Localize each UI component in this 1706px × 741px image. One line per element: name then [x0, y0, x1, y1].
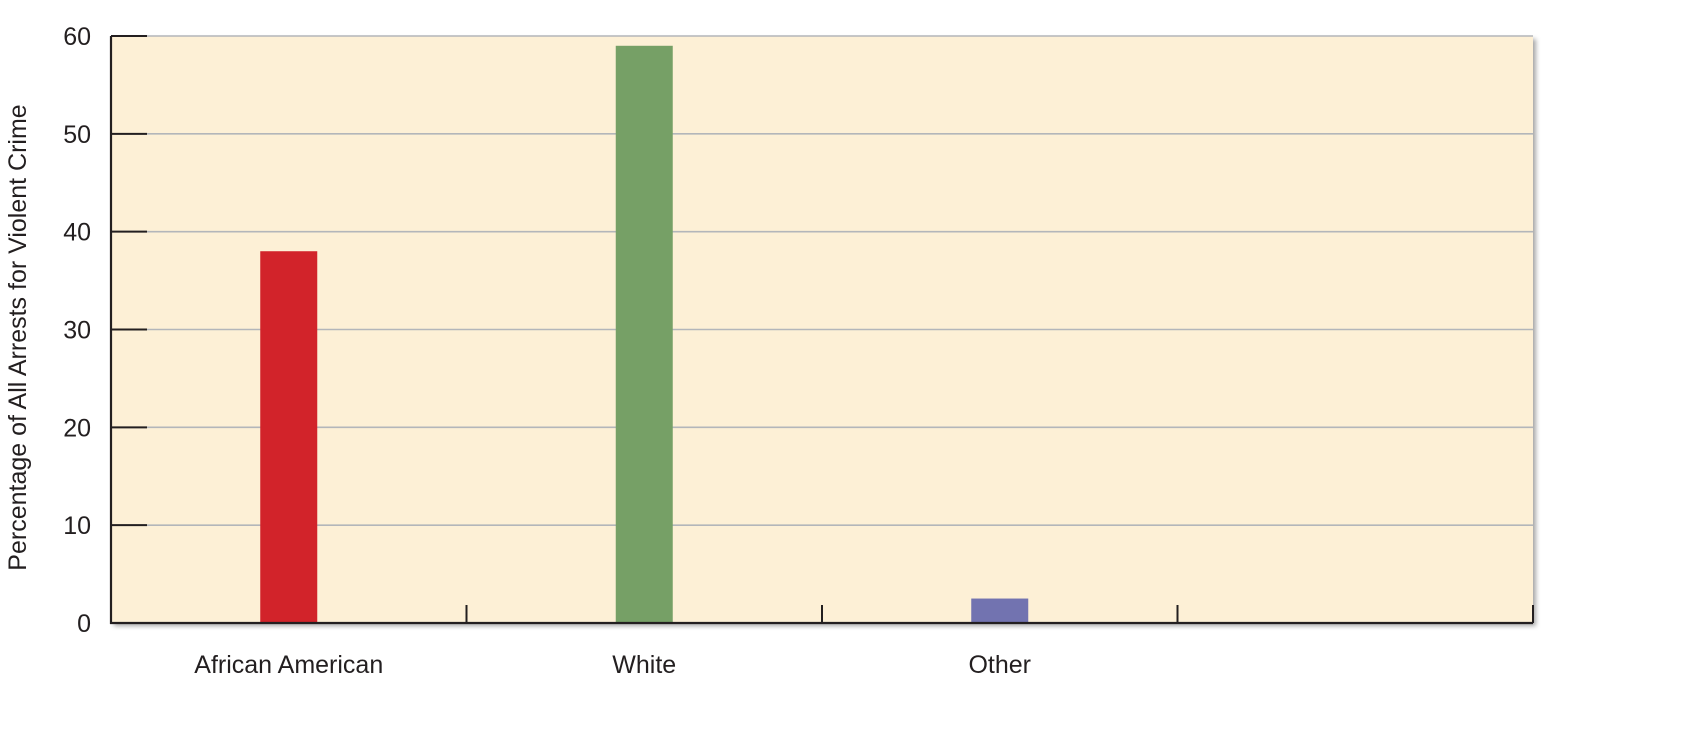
bar-african-american [260, 251, 318, 623]
y-tick-label: 20 [63, 414, 91, 442]
y-tick-label: 60 [63, 23, 91, 51]
y-tick-label: 30 [63, 317, 91, 345]
y-axis-title: Percentage of All Arrests for Violent Cr… [4, 104, 32, 570]
x-tick-label: White [612, 651, 676, 679]
y-tick-label: 10 [63, 512, 91, 540]
x-tick-label: Other [968, 651, 1031, 679]
x-tick-label: African American [194, 651, 383, 679]
y-tick-label: 40 [63, 219, 91, 247]
bar-white [615, 45, 673, 624]
y-tick-label: 0 [77, 610, 91, 638]
y-tick-labels: 0 10 20 30 40 50 60 [63, 23, 91, 638]
x-tick-labels: African American White Other [194, 651, 1031, 679]
axes [109, 35, 1534, 625]
bars [260, 45, 1029, 624]
gridlines [111, 35, 1533, 526]
bar-other [971, 598, 1029, 623]
y-tick-label: 50 [63, 121, 91, 149]
